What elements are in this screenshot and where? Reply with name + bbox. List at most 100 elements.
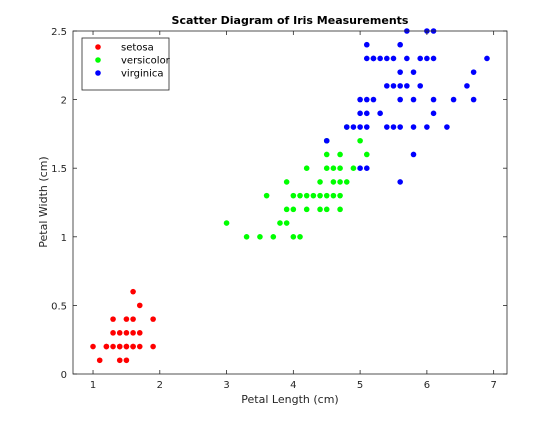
- x-axis-label: Petal Length (cm): [241, 393, 338, 406]
- data-point-versicolor: [317, 192, 323, 199]
- data-point-versicolor: [290, 192, 297, 199]
- data-point-versicolor: [350, 165, 357, 171]
- data-point-virginica: [450, 96, 457, 103]
- data-point-setosa: [123, 357, 130, 364]
- data-point-virginica: [357, 96, 363, 103]
- y-tick-label: 2: [61, 96, 67, 107]
- data-point-virginica: [363, 55, 370, 62]
- data-point-versicolor: [283, 179, 290, 185]
- data-point-versicolor: [297, 234, 303, 240]
- x-tick-label: 4: [290, 380, 296, 391]
- data-point-virginica: [430, 96, 437, 103]
- data-point-versicolor: [283, 206, 290, 213]
- data-point-setosa: [103, 343, 110, 350]
- data-point-versicolor: [297, 192, 303, 199]
- data-point-versicolor: [277, 220, 283, 226]
- y-tick-label: 1: [61, 233, 67, 244]
- data-point-setosa: [110, 343, 116, 350]
- data-point-virginica: [390, 124, 397, 130]
- data-point-setosa: [123, 343, 130, 350]
- data-point-virginica: [424, 55, 430, 62]
- data-point-virginica: [397, 41, 403, 48]
- data-point-versicolor: [343, 179, 350, 185]
- y-tick-label: 1.5: [51, 164, 67, 175]
- y-tick-label: 0: [61, 370, 67, 381]
- data-point-versicolor: [283, 220, 290, 226]
- data-point-versicolor: [330, 179, 337, 185]
- data-point-virginica: [390, 55, 397, 62]
- data-point-virginica: [404, 83, 410, 89]
- data-point-versicolor: [263, 192, 270, 199]
- data-point-virginica: [410, 69, 417, 75]
- data-point-virginica: [397, 179, 403, 185]
- x-tick-label: 5: [357, 380, 363, 391]
- data-point-virginica: [444, 124, 450, 130]
- data-point-virginica: [363, 110, 370, 117]
- data-point-versicolor: [317, 206, 323, 213]
- x-tick-label: 6: [424, 380, 430, 391]
- y-axis-label: Petal Width (cm): [37, 156, 50, 247]
- data-point-virginica: [363, 165, 370, 171]
- data-point-virginica: [384, 83, 390, 89]
- data-point-virginica: [404, 55, 410, 62]
- data-point-setosa: [136, 302, 143, 309]
- legend-label-versicolor: versicolor: [121, 56, 171, 67]
- data-point-virginica: [410, 124, 417, 130]
- data-point-virginica: [397, 96, 403, 103]
- data-point-virginica: [470, 69, 477, 75]
- data-point-versicolor: [290, 234, 297, 240]
- data-point-versicolor: [270, 234, 277, 240]
- data-point-virginica: [397, 124, 403, 130]
- data-point-versicolor: [337, 151, 343, 158]
- data-point-virginica: [357, 124, 363, 130]
- data-point-setosa: [150, 343, 156, 350]
- data-point-virginica: [430, 55, 437, 62]
- data-point-setosa: [130, 330, 136, 336]
- y-tick-label: 0.5: [51, 301, 67, 312]
- data-point-setosa: [96, 357, 103, 364]
- data-point-versicolor: [243, 234, 250, 240]
- data-point-virginica: [484, 55, 490, 62]
- data-point-virginica: [357, 110, 363, 117]
- data-point-virginica: [384, 124, 390, 130]
- data-point-virginica: [397, 83, 403, 89]
- data-point-virginica: [470, 96, 477, 103]
- data-point-virginica: [370, 55, 377, 62]
- data-point-virginica: [363, 41, 370, 48]
- data-point-versicolor: [310, 192, 317, 199]
- data-point-versicolor: [257, 234, 263, 240]
- data-point-versicolor: [303, 206, 310, 213]
- data-point-virginica: [384, 55, 390, 62]
- data-point-virginica: [363, 124, 370, 130]
- data-point-setosa: [123, 330, 130, 336]
- data-point-setosa: [150, 316, 156, 322]
- data-point-versicolor: [323, 165, 330, 171]
- data-point-versicolor: [337, 192, 343, 199]
- data-point-versicolor: [323, 206, 330, 213]
- legend-marker-virginica: [95, 70, 101, 76]
- data-point-versicolor: [337, 206, 343, 213]
- data-point-setosa: [136, 330, 143, 336]
- points-layer: [90, 28, 490, 364]
- data-point-versicolor: [323, 151, 330, 158]
- ticks-layer: 1 2 3 4 5 6 7 0 0.5 1 1.5 2 2.5: [51, 27, 507, 391]
- chart-title: Scatter Diagram of Iris Measurements: [172, 14, 409, 27]
- data-point-versicolor: [330, 165, 337, 171]
- legend-marker-setosa: [95, 44, 101, 50]
- data-point-versicolor: [323, 192, 330, 199]
- data-point-virginica: [323, 137, 330, 144]
- data-point-versicolor: [317, 179, 323, 185]
- x-tick-label: 1: [90, 380, 96, 391]
- plot-area-frame: [72, 30, 508, 375]
- x-tick-label: 7: [490, 380, 496, 391]
- data-point-versicolor: [357, 137, 363, 144]
- data-point-versicolor: [303, 165, 310, 171]
- data-point-virginica: [410, 96, 417, 103]
- x-tick-label: 3: [223, 380, 229, 391]
- data-point-virginica: [350, 124, 357, 130]
- data-point-setosa: [130, 343, 136, 350]
- data-point-versicolor: [290, 206, 297, 213]
- data-point-setosa: [136, 343, 143, 350]
- data-point-versicolor: [337, 165, 343, 171]
